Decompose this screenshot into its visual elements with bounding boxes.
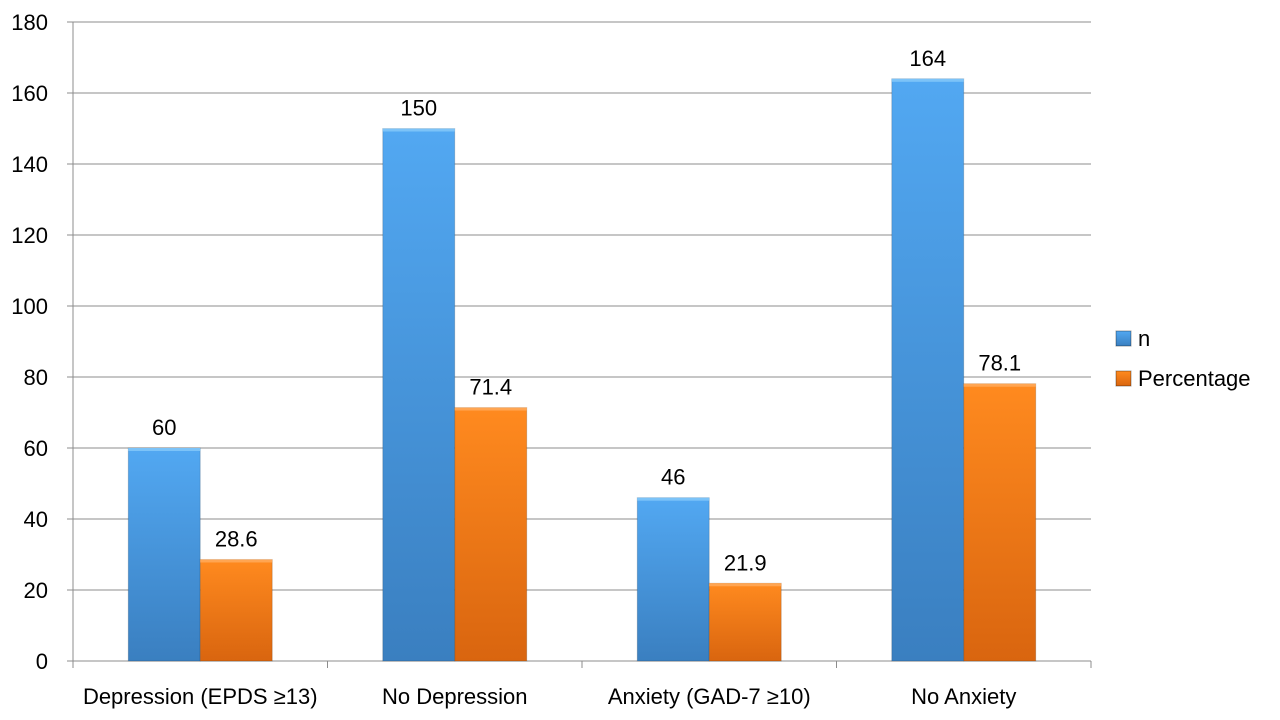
y-tick-label: 40 xyxy=(24,507,48,532)
y-tick-label: 80 xyxy=(24,365,48,390)
legend-swatch xyxy=(1115,370,1132,387)
bars xyxy=(127,78,1037,662)
y-tick-label: 180 xyxy=(11,10,48,35)
bar-top-highlight xyxy=(200,559,273,563)
bar-top-highlight xyxy=(382,128,455,132)
bar-top-highlight xyxy=(637,497,710,501)
y-tick-label: 0 xyxy=(36,649,48,674)
bar-n xyxy=(382,128,456,662)
bar-top-highlight xyxy=(454,407,527,411)
y-tick-label: 60 xyxy=(24,436,48,461)
bar-n xyxy=(636,497,710,662)
legend-label: Percentage xyxy=(1138,366,1251,391)
bar-top-highlight xyxy=(963,383,1036,387)
legend: n Percentage xyxy=(1115,326,1251,391)
x-category-label: No Anxiety xyxy=(911,684,1016,709)
data-label: 21.9 xyxy=(724,550,767,575)
data-label: 164 xyxy=(909,46,946,71)
data-label: 71.4 xyxy=(469,375,512,400)
y-tick-label: 100 xyxy=(11,294,48,319)
data-label: 150 xyxy=(400,96,437,121)
legend-swatch xyxy=(1115,330,1132,347)
data-labels: 60 28.6 150 71.4 46 21.9 164 78.1 xyxy=(152,46,1021,575)
y-tick-label: 20 xyxy=(24,578,48,603)
y-tick-label: 120 xyxy=(11,223,48,248)
data-label: 28.6 xyxy=(215,526,258,551)
bar-top-highlight xyxy=(128,448,201,451)
x-category-label: Depression (EPDS ≥13) xyxy=(83,684,318,709)
x-category-label: Anxiety (GAD-7 ≥10) xyxy=(608,684,811,709)
legend-label: n xyxy=(1138,326,1150,351)
bar-percentage xyxy=(708,582,782,662)
bar-percentage xyxy=(963,383,1037,662)
bar-n xyxy=(891,78,965,662)
bar-top-highlight xyxy=(709,583,782,587)
data-label: 46 xyxy=(661,465,685,490)
y-tick-label: 160 xyxy=(11,81,48,106)
bar-percentage xyxy=(454,407,528,662)
axes: 0 20 40 60 80 100 120 140 160 180 Depression (EPDS… xyxy=(11,10,1092,709)
bar-top-highlight xyxy=(891,78,964,82)
x-category-label: No Depression xyxy=(382,684,528,709)
y-tick-label: 140 xyxy=(11,152,48,177)
data-label: 60 xyxy=(152,415,176,440)
bar-n xyxy=(127,447,201,662)
gridlines xyxy=(73,21,1091,591)
data-label: 78.1 xyxy=(978,351,1021,376)
bar-percentage xyxy=(199,558,273,662)
